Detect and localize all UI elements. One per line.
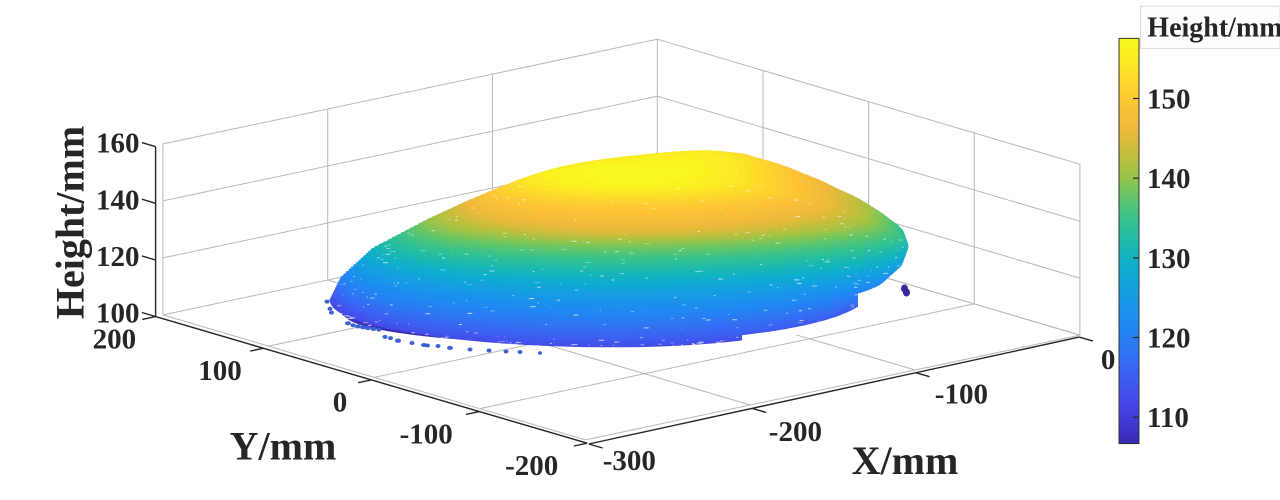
svg-text:0: 0 [1101,344,1116,376]
svg-text:X/mm: X/mm [852,438,959,483]
svg-text:0: 0 [333,387,348,419]
svg-text:120: 120 [96,241,140,273]
svg-text:200: 200 [93,323,137,355]
svg-text:Height/mm: Height/mm [48,126,93,319]
svg-text:Y/mm: Y/mm [230,424,337,469]
svg-text:-200: -200 [505,450,558,482]
svg-text:-100: -100 [935,378,988,410]
svg-text:140: 140 [1147,163,1191,195]
svg-text:160: 160 [96,128,140,160]
svg-text:Height/mm: Height/mm [1147,13,1280,44]
svg-text:100: 100 [198,355,242,387]
svg-text:110: 110 [1147,402,1189,434]
svg-text:-200: -200 [769,416,822,448]
svg-text:120: 120 [1147,323,1191,355]
svg-text:-100: -100 [400,418,453,450]
svg-text:150: 150 [1147,84,1191,116]
svg-text:130: 130 [1147,243,1191,275]
svg-text:100: 100 [96,298,140,330]
svg-text:-300: -300 [603,445,656,477]
svg-text:140: 140 [96,184,140,216]
